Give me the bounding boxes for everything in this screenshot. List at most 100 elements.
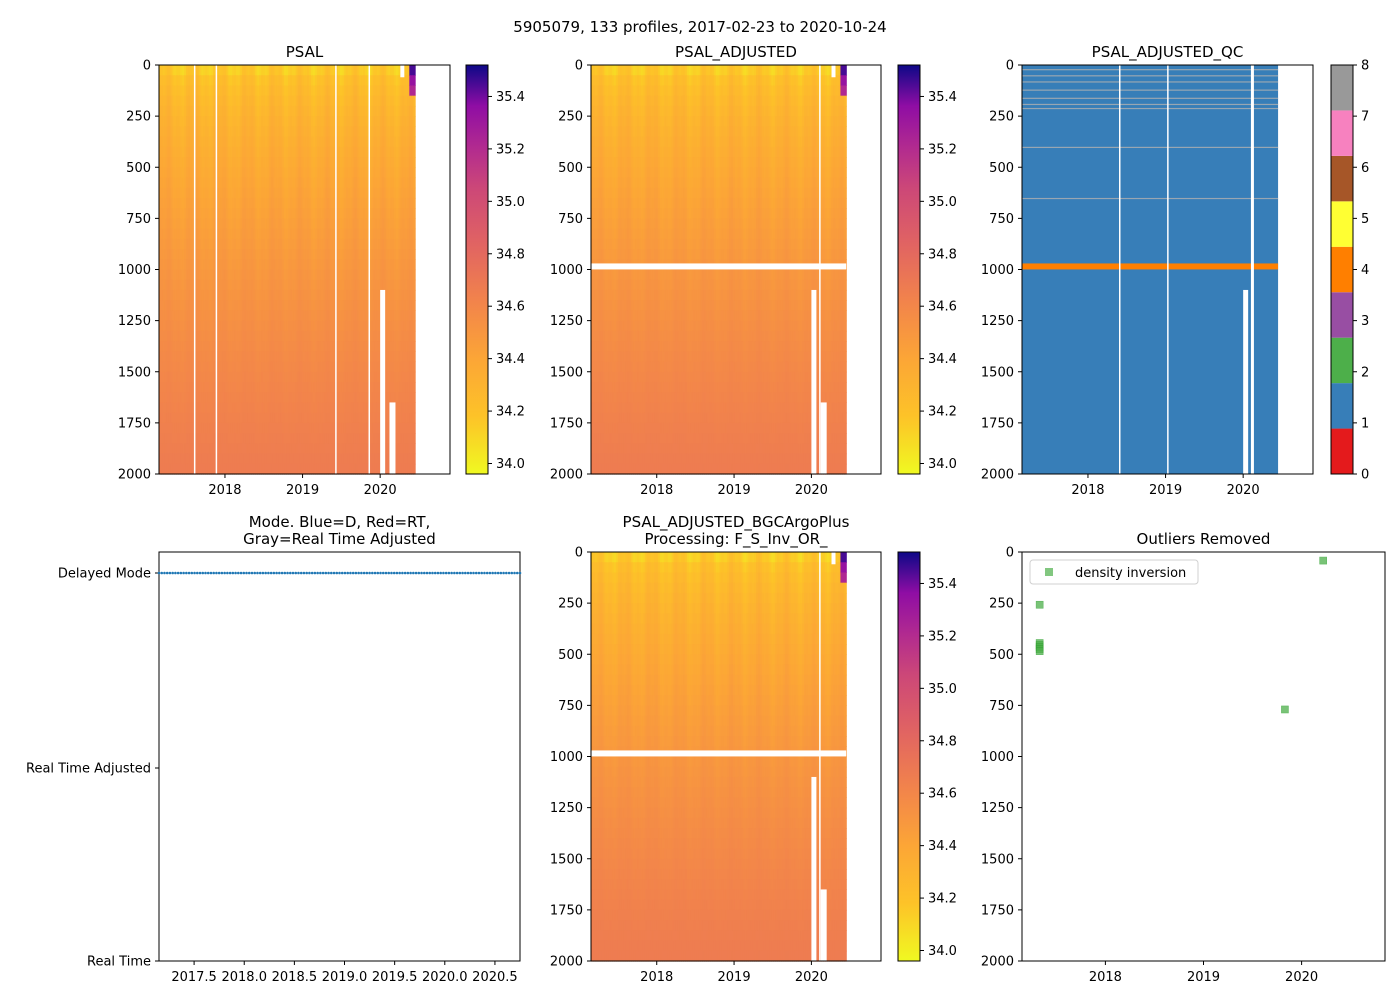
heatmap-cell	[247, 228, 251, 240]
heatmap-cell	[251, 351, 254, 363]
heatmap-cell	[162, 453, 166, 465]
heatmap-cell	[237, 85, 241, 97]
heatmap-cell	[370, 453, 374, 465]
heatmap-cell	[309, 116, 312, 127]
heatmap-cell	[282, 126, 285, 138]
heatmap-cell	[278, 95, 281, 107]
heatmap-cell	[230, 463, 233, 475]
heatmap-cell	[384, 249, 387, 260]
heatmap-cell	[241, 443, 245, 455]
heatmap-cell	[305, 361, 308, 373]
heatmap-cell	[318, 392, 322, 404]
heatmap-cell	[253, 289, 256, 301]
heatmap-cell	[168, 453, 172, 465]
heatmap-cell	[390, 105, 393, 117]
heatmap-cell	[218, 330, 222, 342]
heatmap-cell	[270, 412, 274, 424]
heatmap-cell	[178, 433, 181, 444]
heatmap-cell	[307, 249, 310, 260]
heatmap-cell	[176, 105, 179, 117]
heatmap-cell	[243, 279, 247, 291]
heatmap-cell	[351, 136, 355, 148]
heatmap-cell	[185, 412, 189, 424]
heatmap-cell	[361, 463, 364, 475]
heatmap-cell	[266, 75, 270, 87]
heatmap-cell	[253, 167, 256, 179]
heatmap-cell	[365, 238, 368, 250]
heatmap-cell	[366, 259, 370, 271]
heatmap-cell	[226, 177, 229, 189]
heatmap-cell	[284, 422, 287, 434]
heatmap-cell	[366, 453, 370, 465]
heatmap-cell	[368, 105, 372, 117]
heatmap-cell	[232, 412, 235, 424]
heatmap-cell	[397, 259, 401, 271]
heatmap-cell	[261, 218, 264, 230]
heatmap-cell	[255, 238, 258, 250]
heatmap-cell	[345, 157, 349, 168]
heatmap-cell	[316, 105, 320, 117]
heatmap-cell	[278, 146, 281, 158]
heatmap-cell	[218, 392, 222, 404]
heatmap-cell	[280, 228, 283, 240]
heatmap-cell	[184, 341, 187, 352]
heatmap-cell	[303, 208, 306, 219]
heatmap-cell	[295, 320, 299, 332]
heatmap-cell	[236, 402, 239, 414]
heatmap-cell	[284, 105, 287, 117]
heatmap-cell	[363, 279, 366, 291]
heatmap-cell	[199, 146, 202, 158]
heatmap-cell	[187, 412, 191, 424]
heatmap-cell	[380, 187, 383, 199]
heatmap-cell	[234, 279, 237, 291]
heatmap-cell	[237, 249, 241, 260]
heatmap-cell	[301, 177, 305, 189]
heatmap-cell	[343, 85, 347, 97]
heatmap-cell	[266, 157, 270, 168]
heatmap-cell	[232, 136, 235, 148]
heatmap-cell	[289, 238, 293, 250]
heatmap-cell	[376, 433, 380, 444]
heatmap-cell	[359, 433, 362, 444]
heatmap-cell	[286, 65, 289, 76]
heatmap-cell	[245, 157, 249, 168]
heatmap-cell	[264, 116, 268, 127]
heatmap-cell	[159, 341, 162, 352]
heatmap-cell	[261, 310, 264, 322]
heatmap-cell	[353, 422, 356, 434]
heatmap-cell	[247, 300, 251, 311]
heatmap-cell	[343, 341, 347, 352]
heatmap-cell	[289, 310, 293, 322]
heatmap-cell	[295, 453, 299, 465]
heatmap-cell	[195, 136, 199, 148]
heatmap-cell	[257, 146, 260, 158]
heatmap-cell	[314, 371, 318, 383]
heatmap-cell	[355, 126, 358, 138]
heatmap-cell	[180, 310, 183, 322]
heatmap-cell	[270, 259, 274, 271]
heatmap-cell	[288, 453, 291, 465]
heatmap-cell	[237, 269, 241, 281]
heatmap-cell	[357, 228, 360, 240]
heatmap-cell	[176, 167, 179, 179]
heatmap-cell	[170, 310, 174, 322]
heatmap-cell	[172, 320, 176, 332]
heatmap-cell	[313, 116, 316, 127]
heatmap-cell	[220, 371, 224, 383]
heatmap-cell	[224, 443, 227, 455]
heatmap-cell	[236, 351, 239, 363]
heatmap-cell	[366, 85, 370, 97]
heatmap-cell	[286, 351, 289, 363]
heatmap-cell	[338, 412, 341, 424]
heatmap-cell	[182, 208, 185, 219]
heatmap-cell	[201, 177, 204, 189]
heatmap-cell	[166, 218, 170, 230]
heatmap-cell	[159, 167, 162, 179]
heatmap-cell	[262, 279, 266, 291]
heatmap-cell	[372, 361, 376, 373]
heatmap-cell	[210, 320, 214, 332]
heatmap-cell	[382, 249, 385, 260]
heatmap-cell	[203, 187, 206, 199]
heatmap-cell	[378, 320, 382, 332]
heatmap-cell	[270, 95, 274, 107]
